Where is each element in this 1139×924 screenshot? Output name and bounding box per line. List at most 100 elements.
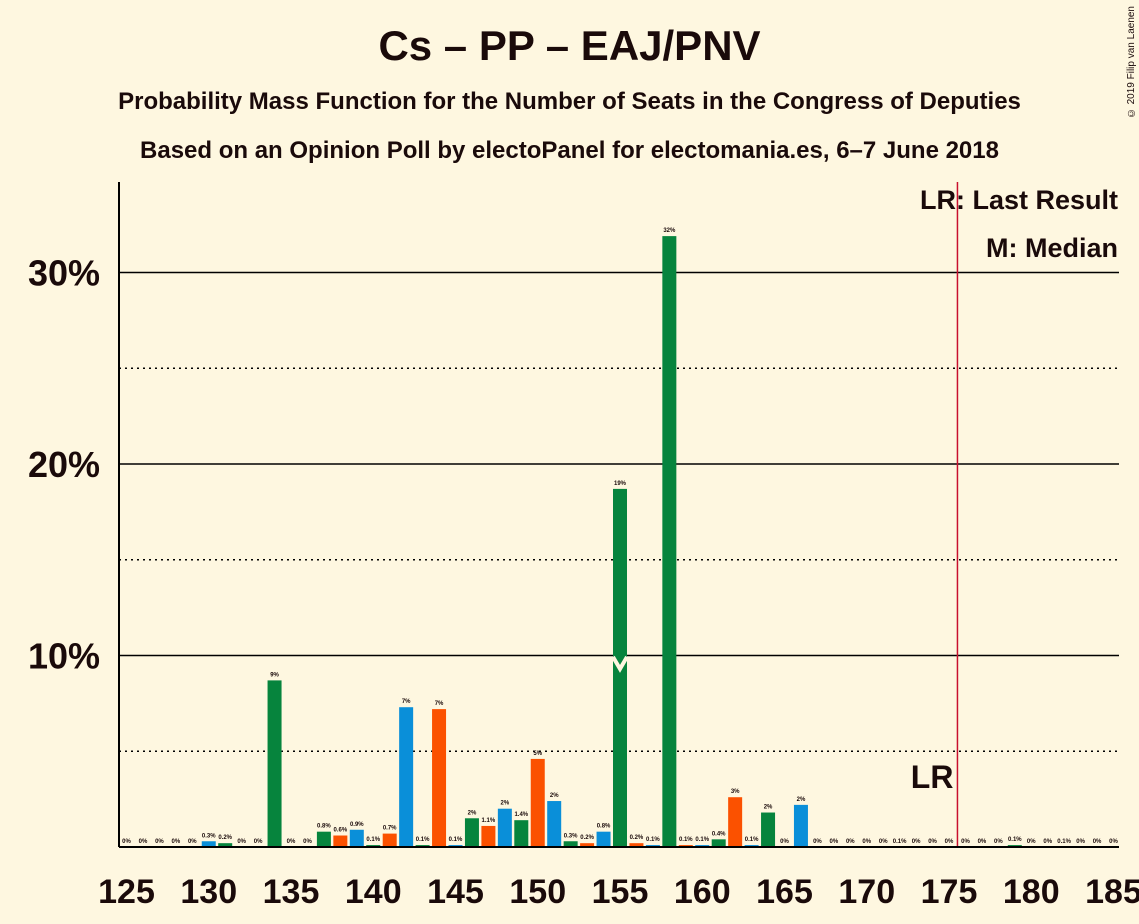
x-tick-label: 150 bbox=[509, 873, 566, 911]
bar-value-label: 9% bbox=[270, 672, 279, 678]
bar bbox=[333, 835, 348, 847]
bar bbox=[316, 831, 331, 847]
bar-value-label: 0% bbox=[139, 839, 148, 845]
y-tick-label: 10% bbox=[28, 636, 100, 677]
bar-value-label: 0.4% bbox=[712, 831, 726, 837]
bar-value-label: 2% bbox=[501, 801, 510, 807]
y-tick-label: 30% bbox=[28, 253, 100, 294]
bar-value-label: 7% bbox=[435, 701, 444, 707]
bar-value-label: 0% bbox=[928, 839, 937, 845]
bar-value-label: 0.2% bbox=[580, 835, 594, 841]
bar-value-label: 0.7% bbox=[383, 826, 397, 832]
x-tick-label: 160 bbox=[674, 873, 731, 911]
bar-value-label: 0% bbox=[945, 839, 954, 845]
bar-value-label: 0.8% bbox=[317, 824, 331, 830]
bar-value-label: 0% bbox=[1027, 839, 1036, 845]
y-tick-label: 20% bbox=[28, 444, 100, 485]
bar bbox=[793, 804, 808, 847]
bar-value-label: 0% bbox=[912, 839, 921, 845]
bar-value-label: 0.1% bbox=[366, 837, 380, 843]
bar-value-label: 2% bbox=[468, 810, 477, 816]
bar bbox=[629, 843, 644, 847]
x-tick-label: 140 bbox=[345, 873, 402, 911]
x-tick-label: 175 bbox=[921, 873, 978, 911]
bar-value-label: 0.1% bbox=[695, 837, 709, 843]
bar-value-label: 0% bbox=[254, 839, 263, 845]
bar-value-label: 0% bbox=[780, 839, 789, 845]
bar bbox=[464, 818, 479, 847]
bar bbox=[399, 707, 414, 847]
bar bbox=[711, 839, 726, 847]
bar-value-label: 2% bbox=[550, 793, 559, 799]
x-tick-label: 185 bbox=[1085, 873, 1139, 911]
x-tick-label: 180 bbox=[1003, 873, 1060, 911]
bar-value-label: 0% bbox=[813, 839, 822, 845]
bar-value-label: 0% bbox=[961, 839, 970, 845]
bar-value-label: 0% bbox=[237, 839, 246, 845]
bar-value-label: 0% bbox=[862, 839, 871, 845]
legend-median: M: Median bbox=[986, 233, 1118, 263]
bar-value-label: 0.8% bbox=[597, 824, 611, 830]
bar-value-label: 0.6% bbox=[334, 828, 348, 834]
bar-value-label: 1.1% bbox=[482, 818, 496, 824]
bar-value-label: 0% bbox=[978, 839, 987, 845]
bar bbox=[563, 841, 578, 847]
chart-subtitle: Probability Mass Function for the Number… bbox=[118, 88, 1021, 115]
bar-value-label: 2% bbox=[797, 797, 806, 803]
bar-value-label: 0.1% bbox=[679, 837, 693, 843]
x-tick-label: 170 bbox=[838, 873, 895, 911]
bar bbox=[547, 801, 562, 847]
bar-value-label: 0% bbox=[1076, 839, 1085, 845]
bar-value-label: 0% bbox=[1109, 839, 1118, 845]
bar bbox=[267, 680, 282, 847]
bar-value-label: 0% bbox=[122, 839, 131, 845]
bar-value-label: 0.1% bbox=[646, 837, 660, 843]
bar-value-label: 7% bbox=[402, 699, 411, 705]
bar-value-label: 0.3% bbox=[564, 833, 578, 839]
bar-value-label: 0.2% bbox=[218, 835, 232, 841]
x-tick-label: 145 bbox=[427, 873, 484, 911]
x-tick-label: 135 bbox=[263, 873, 320, 911]
bar-value-label: 0% bbox=[155, 839, 164, 845]
bar-value-label: 0% bbox=[303, 839, 312, 845]
bar-value-label: 32% bbox=[663, 228, 676, 234]
bar-value-label: 0% bbox=[1093, 839, 1102, 845]
x-tick-label: 165 bbox=[756, 873, 813, 911]
bar-value-label: 0% bbox=[287, 839, 296, 845]
bar-value-label: 0.1% bbox=[416, 837, 430, 843]
bar-value-label: 0.1% bbox=[449, 837, 463, 843]
bar bbox=[201, 841, 216, 847]
bar-value-label: 0.1% bbox=[745, 837, 759, 843]
bar-value-label: 0.1% bbox=[1057, 839, 1071, 845]
bar bbox=[761, 812, 776, 847]
bar-value-label: 0.9% bbox=[350, 822, 364, 828]
bar bbox=[514, 820, 529, 847]
bar-value-label: 19% bbox=[614, 481, 627, 487]
bar bbox=[349, 829, 364, 847]
bar-value-label: 3% bbox=[731, 789, 740, 795]
bar-value-label: 2% bbox=[764, 805, 773, 811]
bar bbox=[382, 833, 397, 847]
bar bbox=[481, 825, 496, 847]
bar bbox=[497, 808, 512, 847]
chart-title: Cs – PP – EAJ/PNV bbox=[378, 22, 761, 69]
bar-value-label: 1.4% bbox=[514, 812, 528, 818]
x-tick-label: 125 bbox=[98, 873, 155, 911]
bar-value-label: 0% bbox=[879, 839, 888, 845]
bar bbox=[728, 797, 743, 847]
last-result-label: LR bbox=[911, 759, 954, 795]
legend-last-result: LR: Last Result bbox=[920, 185, 1118, 215]
bar-value-label: 5% bbox=[533, 751, 542, 757]
x-tick-label: 130 bbox=[180, 873, 237, 911]
bar-value-label: 0% bbox=[830, 839, 839, 845]
bar-value-label: 0.1% bbox=[1008, 837, 1022, 843]
bar bbox=[662, 236, 677, 848]
bar bbox=[218, 843, 233, 847]
bar-value-label: 0% bbox=[994, 839, 1003, 845]
bar-value-label: 0.1% bbox=[893, 839, 907, 845]
bar bbox=[530, 758, 545, 847]
bar-value-label: 0.2% bbox=[630, 835, 644, 841]
bar-value-label: 0% bbox=[188, 839, 197, 845]
bar bbox=[580, 843, 595, 847]
